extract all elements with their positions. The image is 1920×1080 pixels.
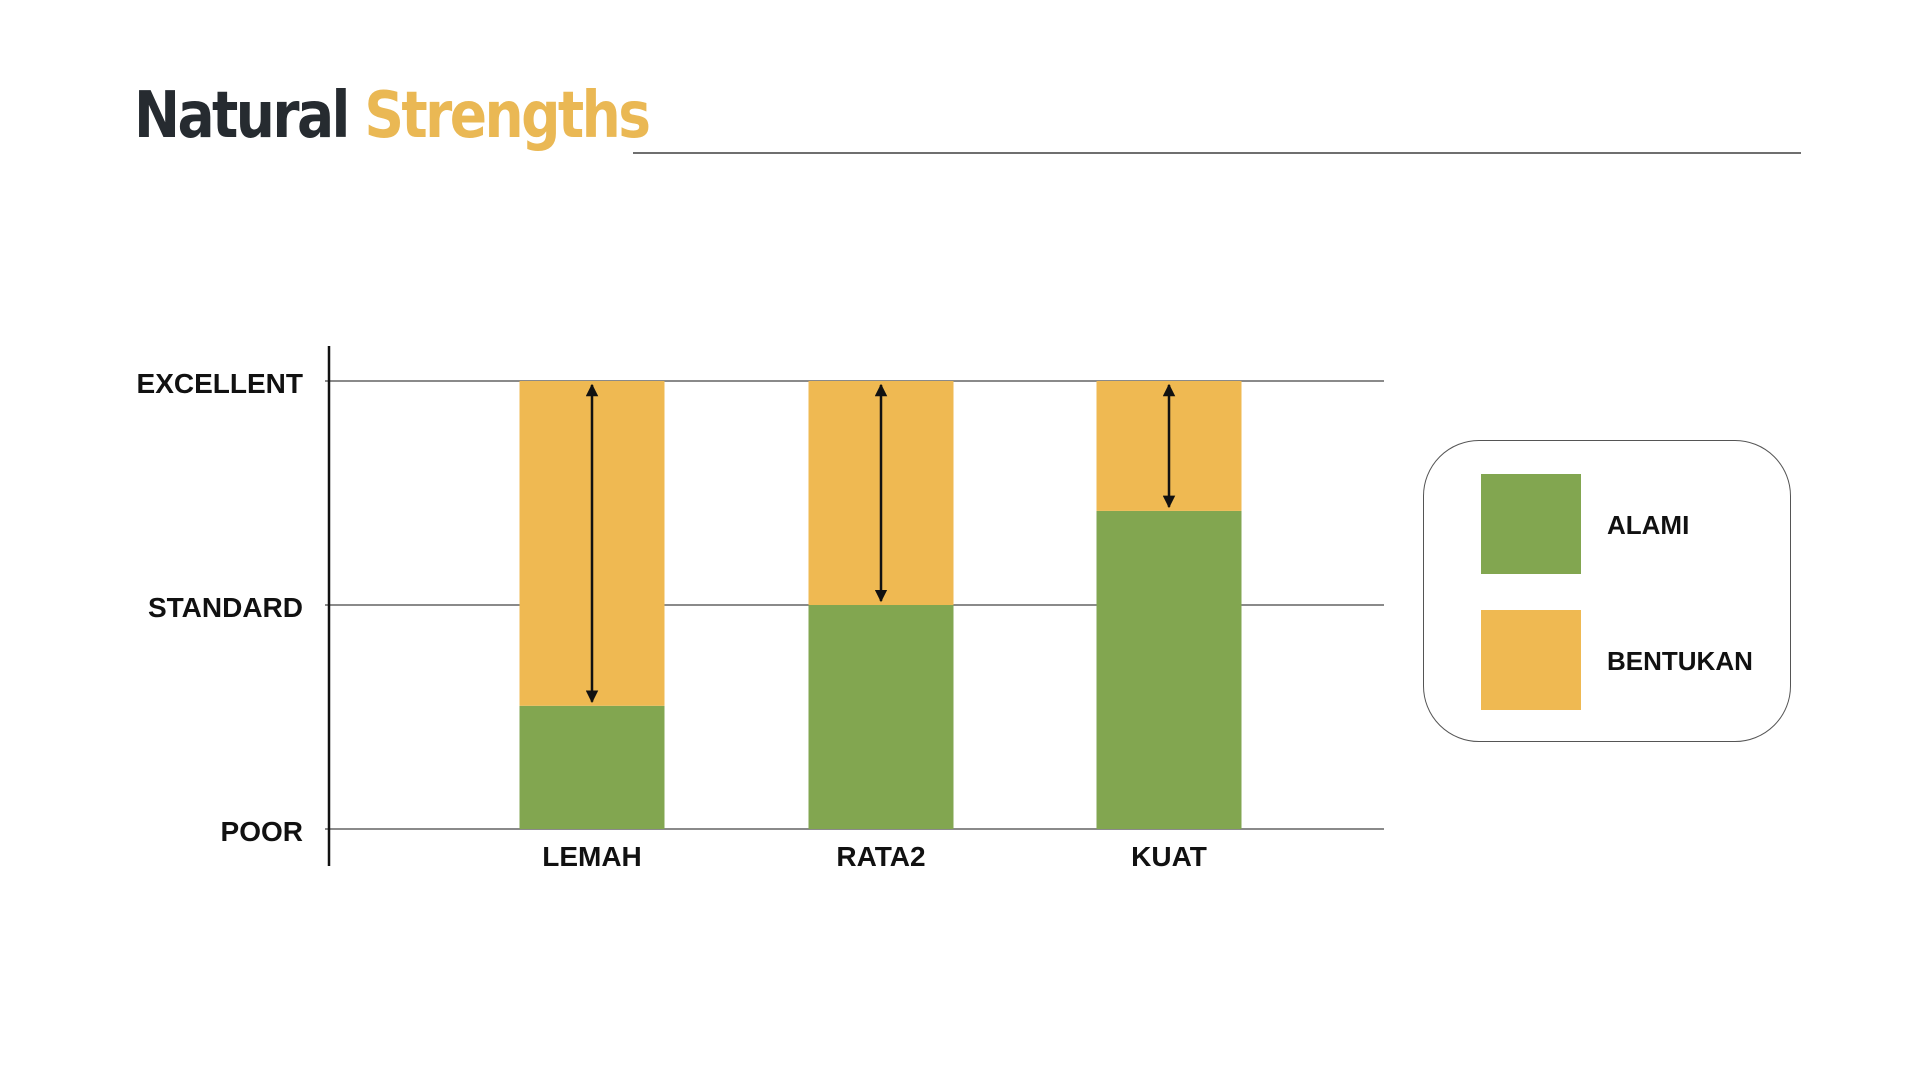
y-tick-label-excellent: EXCELLENT <box>137 368 303 399</box>
bar-alami-rata2 <box>808 605 954 829</box>
legend <box>1423 440 1791 742</box>
title-part-1: Natural <box>134 79 350 153</box>
title-divider <box>633 152 1801 154</box>
x-tick-label-kuat: KUAT <box>1131 841 1207 872</box>
y-tick-label-poor: POOR <box>221 816 303 847</box>
bar-alami-lemah <box>519 705 665 829</box>
x-tick-label-rata2: RATA2 <box>836 841 925 872</box>
title-part-2: Strengths <box>364 79 651 153</box>
page-title: Natural Strengths <box>134 84 651 148</box>
bar-alami-kuat <box>1096 510 1242 829</box>
x-tick-label-lemah: LEMAH <box>542 841 642 872</box>
y-tick-label-standard: STANDARD <box>148 592 303 623</box>
